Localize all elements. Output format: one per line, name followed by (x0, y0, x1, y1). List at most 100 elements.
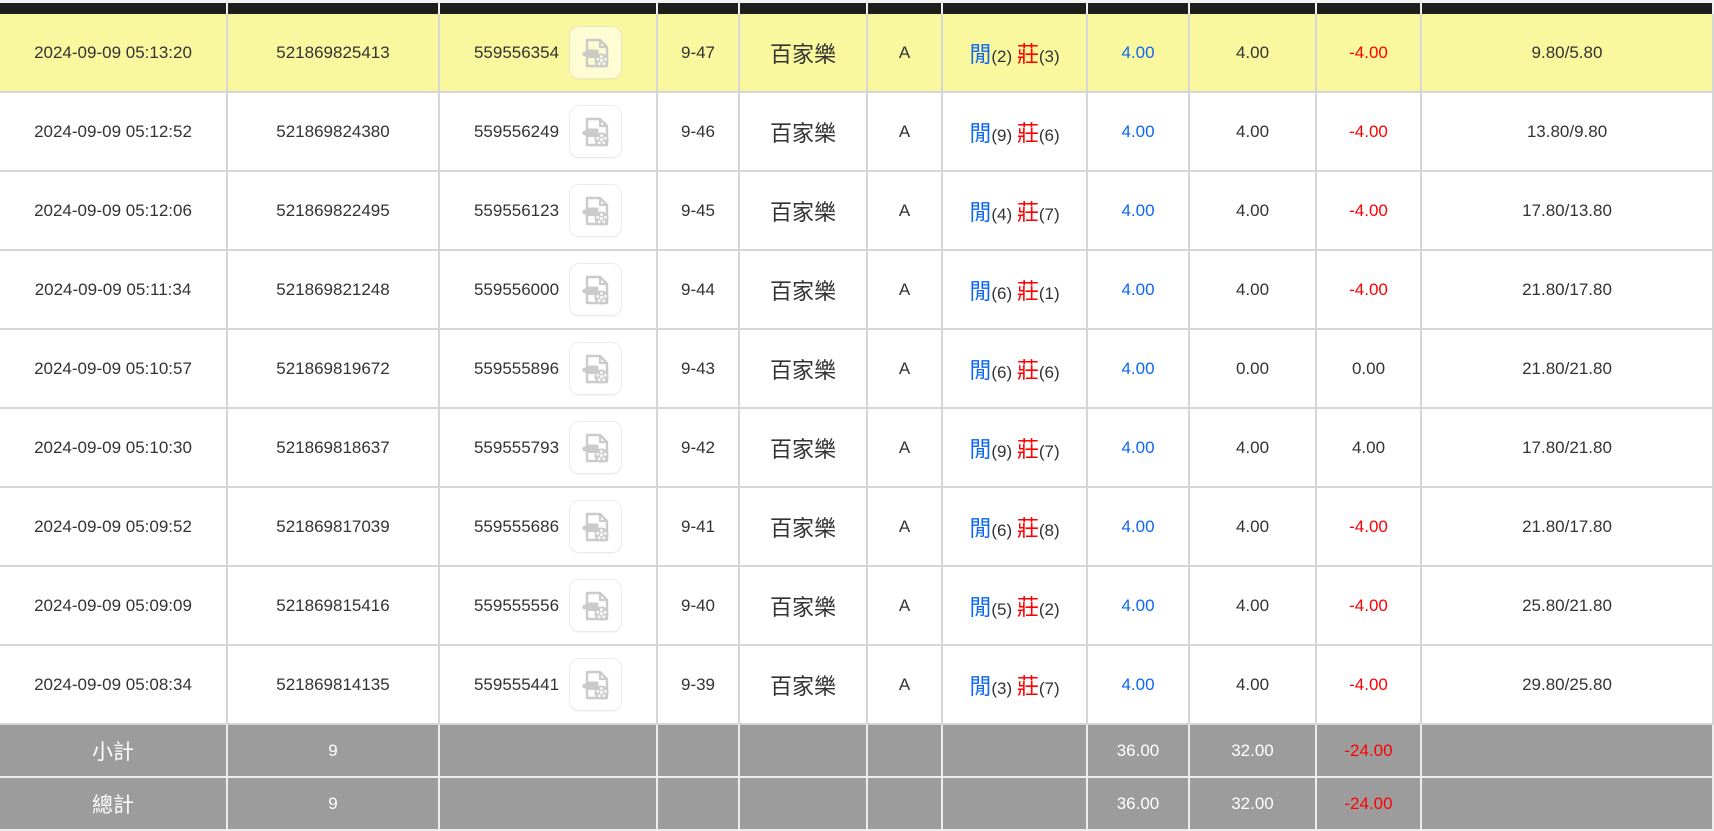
game-name: 百家樂 (740, 488, 868, 567)
table-row: 2024-09-09 05:08:34 521869814135 559555441… (0, 646, 1714, 725)
summary-empty-cell (740, 725, 868, 778)
table-row: 2024-09-09 05:12:52 521869824380 559556249… (0, 93, 1714, 172)
summary-empty-cell (440, 725, 658, 778)
table-row: 2024-09-09 05:12:06 521869822495 559556123… (0, 172, 1714, 251)
table-code: A (868, 567, 943, 646)
win-loss-amount: -4.00 (1317, 251, 1422, 330)
table-row: 2024-09-09 05:09:09 521869815416 559555556… (0, 567, 1714, 646)
video-replay-button[interactable] (569, 342, 623, 395)
game-result: 閒(4) 莊(7) (943, 172, 1088, 251)
bet-id: 521869821248 (228, 251, 440, 330)
player-label: 閒 (969, 278, 992, 304)
round-id-wrap: 559556123 (440, 184, 656, 237)
game-name: 百家樂 (740, 567, 868, 646)
balance-after: 17.80/13.80 (1422, 172, 1714, 251)
summary-empty-cell (658, 778, 740, 831)
game-name: 百家樂 (740, 93, 868, 172)
summary-empty-cell (868, 725, 943, 778)
table-code: A (868, 488, 943, 567)
summary-empty-cell (658, 725, 740, 778)
player-points: (6) (991, 362, 1013, 382)
banker-label: 莊 (1016, 673, 1039, 699)
summary-empty-cell (1422, 778, 1714, 831)
summary-bet-amount: 32.00 (1190, 725, 1317, 778)
table-row: 2024-09-09 05:10:30 521869818637 559555793… (0, 409, 1714, 488)
player-label: 閒 (969, 41, 992, 67)
balance-after: 21.80/17.80 (1422, 251, 1714, 330)
banker-points: (1) (1038, 283, 1060, 303)
player-label: 閒 (969, 436, 992, 462)
banker-label: 莊 (1016, 199, 1039, 225)
summary-label: 總計 (0, 778, 228, 831)
video-replay-button[interactable] (569, 579, 623, 632)
round-id-cell: 559555686 (440, 488, 658, 567)
game-result: 閒(2) 莊(3) (943, 14, 1088, 93)
player-points: (2) (991, 46, 1013, 66)
valid-bet-amount: 4.00 (1088, 172, 1190, 251)
bet-time: 2024-09-09 05:08:34 (0, 646, 228, 725)
video-replay-button[interactable] (569, 658, 623, 711)
bet-amount: 4.00 (1190, 567, 1317, 646)
video-file-icon (577, 508, 615, 546)
valid-bet-amount: 4.00 (1088, 330, 1190, 409)
subtotal-row: 小計 9 36.00 32.00 -24.00 (0, 725, 1714, 778)
video-file-icon (577, 587, 615, 625)
game-name: 百家樂 (740, 646, 868, 725)
bet-id: 521869814135 (228, 646, 440, 725)
round-number: 9-46 (658, 93, 740, 172)
video-replay-button[interactable] (569, 184, 623, 237)
video-file-icon (577, 271, 615, 309)
player-points: (6) (991, 520, 1013, 540)
game-name: 百家樂 (740, 14, 868, 93)
game-result: 閒(9) 莊(7) (943, 409, 1088, 488)
table-header-cell (868, 0, 943, 14)
round-number: 9-45 (658, 172, 740, 251)
round-id-wrap: 559555686 (440, 500, 656, 553)
summary-valid-bet: 36.00 (1088, 778, 1190, 831)
bet-amount: 4.00 (1190, 172, 1317, 251)
table-code: A (868, 93, 943, 172)
video-replay-button[interactable] (569, 500, 623, 553)
round-id: 559556249 (473, 121, 560, 141)
game-name: 百家樂 (740, 172, 868, 251)
bet-id: 521869819672 (228, 330, 440, 409)
win-loss-amount: -4.00 (1317, 646, 1422, 725)
summary-empty-cell (440, 778, 658, 831)
round-number: 9-44 (658, 251, 740, 330)
table-header-cell (1190, 0, 1317, 14)
summary-count: 9 (228, 725, 440, 778)
banker-points: (3) (1038, 46, 1060, 66)
round-id: 559555896 (473, 358, 560, 378)
player-label: 閒 (969, 673, 992, 699)
balance-after: 17.80/21.80 (1422, 409, 1714, 488)
banker-label: 莊 (1016, 515, 1039, 541)
bet-amount: 4.00 (1190, 14, 1317, 93)
video-replay-button[interactable] (569, 26, 623, 79)
balance-after: 21.80/21.80 (1422, 330, 1714, 409)
banker-points: (7) (1038, 678, 1060, 698)
summary-bet-amount: 32.00 (1190, 778, 1317, 831)
round-id-cell: 559556123 (440, 172, 658, 251)
banker-points: (7) (1038, 441, 1060, 461)
table-header-cell (658, 0, 740, 14)
bet-time: 2024-09-09 05:13:20 (0, 14, 228, 93)
video-replay-button[interactable] (569, 421, 623, 474)
table-code: A (868, 172, 943, 251)
video-replay-button[interactable] (569, 263, 623, 316)
round-id: 559556000 (473, 279, 560, 299)
win-loss-amount: -4.00 (1317, 14, 1422, 93)
bet-amount: 4.00 (1190, 488, 1317, 567)
video-replay-button[interactable] (569, 105, 623, 158)
round-number: 9-40 (658, 567, 740, 646)
table-code: A (868, 251, 943, 330)
round-id: 559555793 (473, 437, 560, 457)
player-points: (6) (991, 283, 1013, 303)
video-file-icon (577, 666, 615, 704)
table-header-cell (740, 0, 868, 14)
round-id-wrap: 559555556 (440, 579, 656, 632)
round-id-cell: 559555793 (440, 409, 658, 488)
bet-time: 2024-09-09 05:11:34 (0, 251, 228, 330)
table-row-highlighted: 2024-09-09 05:13:20 521869825413 559556354… (0, 14, 1714, 93)
win-loss-amount: 4.00 (1317, 409, 1422, 488)
bet-id: 521869822495 (228, 172, 440, 251)
